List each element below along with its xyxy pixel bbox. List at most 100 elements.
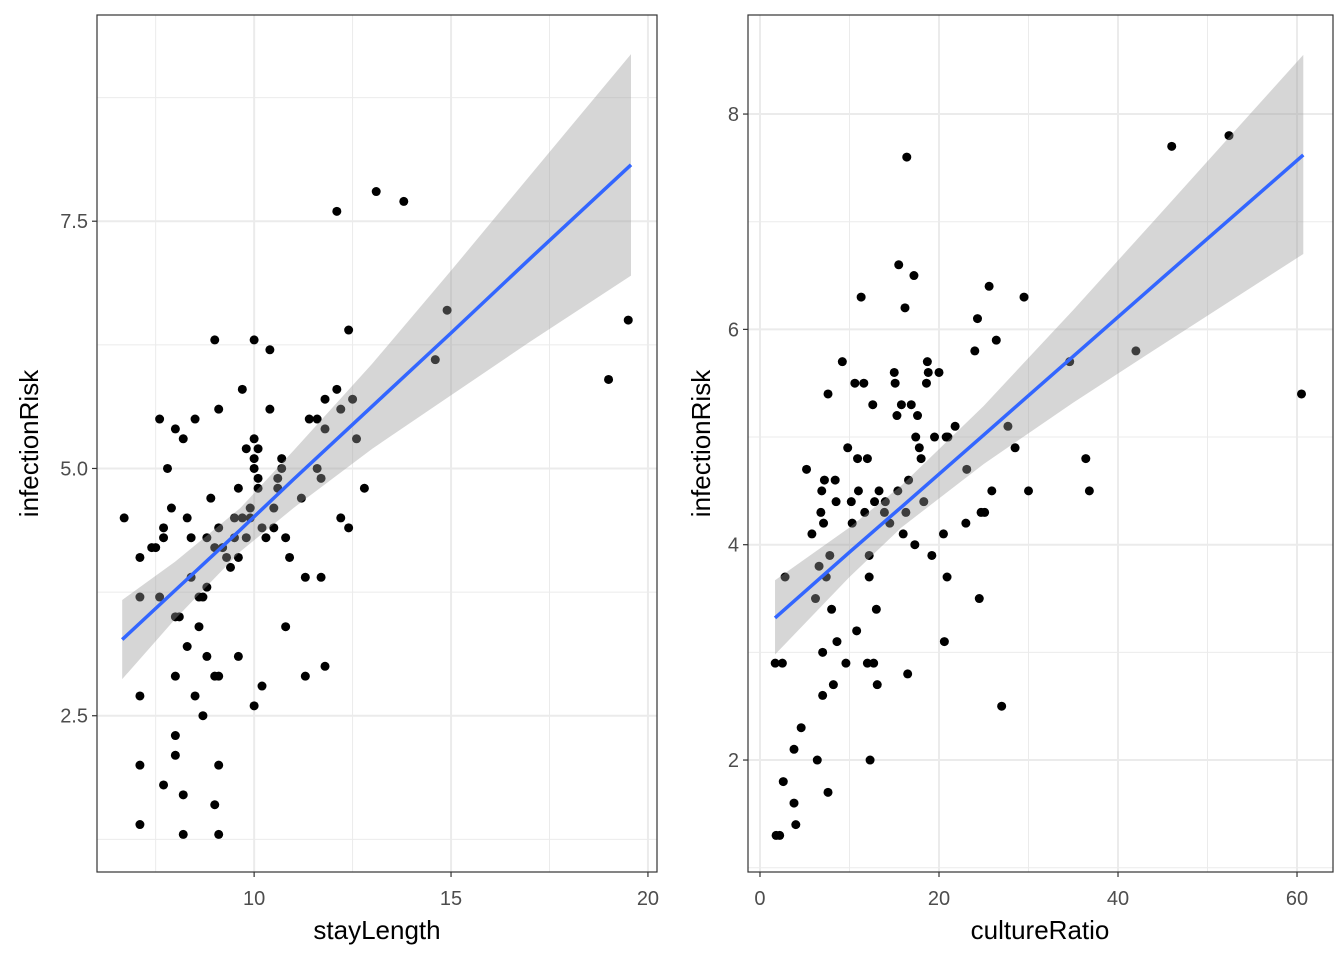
data-point bbox=[135, 552, 145, 562]
data-point bbox=[889, 367, 899, 377]
data-point bbox=[942, 572, 952, 582]
data-point bbox=[893, 486, 903, 496]
data-point bbox=[285, 552, 295, 562]
data-point bbox=[818, 690, 828, 700]
data-point bbox=[135, 760, 145, 770]
data-point bbox=[206, 493, 216, 503]
data-point bbox=[837, 357, 847, 367]
data-point bbox=[249, 701, 259, 711]
data-point bbox=[961, 518, 971, 528]
data-point bbox=[253, 473, 263, 483]
data-point bbox=[241, 533, 251, 543]
data-point bbox=[237, 513, 247, 523]
x-tick-label: 15 bbox=[440, 888, 462, 910]
data-point bbox=[604, 374, 614, 384]
data-point bbox=[939, 637, 949, 647]
data-point bbox=[320, 394, 330, 404]
data-point bbox=[1296, 389, 1306, 399]
data-point bbox=[923, 367, 933, 377]
data-point bbox=[1167, 141, 1177, 151]
data-point bbox=[336, 404, 346, 414]
data-point bbox=[921, 378, 931, 388]
data-point bbox=[190, 414, 200, 424]
data-point bbox=[281, 533, 291, 543]
data-point bbox=[190, 691, 200, 701]
data-point bbox=[853, 486, 863, 496]
data-point bbox=[430, 355, 440, 365]
data-point bbox=[257, 523, 267, 533]
data-point bbox=[898, 529, 908, 539]
data-point bbox=[916, 454, 926, 464]
data-point bbox=[261, 533, 271, 543]
y-tick-label: 5.0 bbox=[60, 458, 88, 480]
x-axis-title: cultureRatio bbox=[971, 915, 1110, 945]
data-point bbox=[174, 612, 184, 622]
data-point bbox=[846, 497, 856, 507]
data-point bbox=[775, 830, 785, 840]
data-point bbox=[901, 507, 911, 517]
plot-background bbox=[97, 15, 657, 872]
data-point bbox=[823, 389, 833, 399]
data-point bbox=[237, 384, 247, 394]
data-point bbox=[825, 550, 835, 560]
data-point bbox=[850, 378, 860, 388]
x-tick-label: 40 bbox=[1107, 888, 1129, 910]
y-tick-label: 2 bbox=[728, 750, 739, 772]
data-point bbox=[135, 820, 145, 830]
data-point bbox=[864, 550, 874, 560]
data-point bbox=[348, 394, 358, 404]
data-point bbox=[819, 475, 829, 485]
data-point bbox=[991, 335, 1001, 345]
data-point bbox=[910, 540, 920, 550]
data-point bbox=[214, 404, 224, 414]
data-point bbox=[796, 723, 806, 733]
data-point bbox=[210, 800, 220, 810]
plot-background bbox=[748, 15, 1333, 872]
y-tick-label: 7.5 bbox=[60, 211, 88, 233]
data-point bbox=[847, 518, 857, 528]
data-point bbox=[1024, 486, 1034, 496]
data-point bbox=[980, 507, 990, 517]
data-point bbox=[909, 271, 919, 281]
data-point bbox=[186, 533, 196, 543]
y-tick-label: 2.5 bbox=[60, 706, 88, 728]
data-point bbox=[300, 572, 310, 582]
data-point bbox=[930, 432, 940, 442]
data-point bbox=[371, 187, 381, 197]
panel-border bbox=[747, 14, 1334, 873]
y-tick-label: 4 bbox=[728, 535, 739, 557]
data-point bbox=[911, 432, 921, 442]
panel-cultureratio: 0 20 40 60 2 4 6 8 cultureRatio infectionRisk bbox=[686, 14, 1334, 945]
data-point bbox=[780, 572, 790, 582]
data-point bbox=[178, 434, 188, 444]
data-point bbox=[312, 463, 322, 473]
data-point bbox=[249, 434, 259, 444]
data-point bbox=[892, 411, 902, 421]
data-point bbox=[770, 658, 780, 668]
data-point bbox=[241, 444, 251, 454]
data-point bbox=[970, 346, 980, 356]
data-point bbox=[344, 325, 354, 335]
data-point bbox=[789, 798, 799, 808]
data-point bbox=[300, 671, 310, 681]
data-point bbox=[178, 829, 188, 839]
data-point bbox=[810, 594, 820, 604]
data-point bbox=[859, 378, 869, 388]
data-point bbox=[265, 404, 275, 414]
data-point bbox=[135, 592, 145, 602]
data-point bbox=[623, 315, 633, 325]
panel-staylength: 10 15 20 2.5 5.0 7.5 stayLength infectionRisk bbox=[14, 14, 659, 945]
data-point bbox=[823, 787, 833, 797]
data-point bbox=[896, 400, 906, 410]
data-point bbox=[802, 464, 812, 474]
data-point bbox=[214, 760, 224, 770]
data-point bbox=[812, 755, 822, 765]
data-point bbox=[819, 518, 829, 528]
data-point bbox=[332, 384, 342, 394]
data-point bbox=[442, 305, 452, 315]
y-tick-label: 8 bbox=[728, 104, 739, 126]
data-point bbox=[222, 552, 232, 562]
data-point bbox=[249, 335, 259, 345]
y-axis-title: infectionRisk bbox=[686, 369, 716, 517]
data-point bbox=[226, 562, 236, 572]
